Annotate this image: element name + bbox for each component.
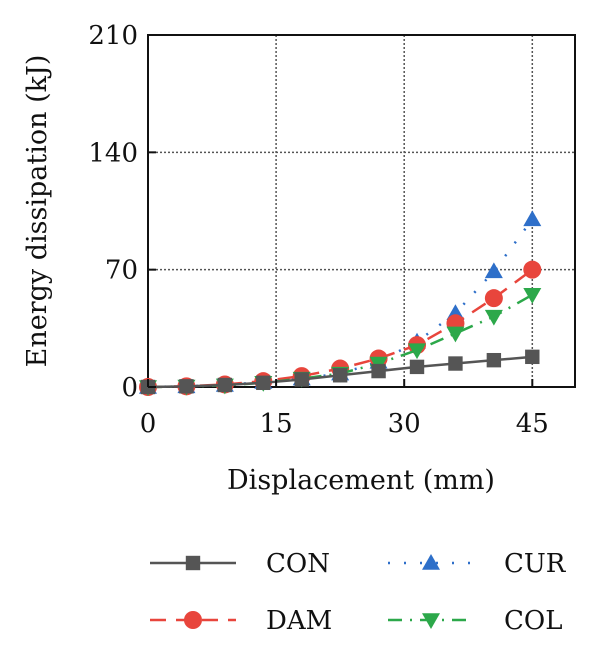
legend-marker-cur bbox=[422, 554, 440, 570]
series-layer bbox=[139, 210, 542, 396]
data-point-con bbox=[217, 377, 233, 393]
y-axis-title: Energy dissipation (kJ) bbox=[22, 55, 53, 368]
axis-ticks: 0 70 140 210 0 15 30 45 bbox=[88, 21, 548, 439]
legend-marker-col bbox=[422, 613, 440, 629]
legend-label-cur: CUR bbox=[504, 549, 567, 579]
legend-label-col: COL bbox=[504, 606, 562, 636]
data-point-con bbox=[525, 349, 540, 365]
data-point-con bbox=[486, 352, 502, 368]
legend-item-cur: CUR bbox=[388, 549, 567, 579]
legend-marker-dam bbox=[184, 611, 202, 629]
x-tick-label: 15 bbox=[260, 409, 293, 439]
data-point-col bbox=[484, 309, 503, 326]
data-point-con bbox=[371, 363, 386, 379]
plot-frame bbox=[147, 34, 576, 388]
legend: CON CUR DAM COL bbox=[150, 549, 567, 636]
data-point-col bbox=[523, 288, 542, 304]
y-tick-label: 0 bbox=[121, 373, 138, 403]
data-point-con bbox=[179, 379, 194, 394]
y-tick-label: 210 bbox=[88, 21, 138, 51]
legend-label-con: CON bbox=[266, 549, 330, 579]
data-point-cur bbox=[484, 262, 503, 279]
gridlines bbox=[148, 35, 575, 387]
data-point-cur bbox=[523, 210, 542, 227]
data-point-con bbox=[294, 372, 309, 387]
y-tick-label: 70 bbox=[105, 256, 138, 286]
x-tick-label: 30 bbox=[388, 409, 421, 439]
x-axis-title: Displacement (mm) bbox=[227, 465, 495, 496]
data-point-con bbox=[448, 356, 463, 371]
x-tick-label: 45 bbox=[516, 409, 549, 439]
legend-item-con: CON bbox=[150, 549, 330, 579]
legend-label-dam: DAM bbox=[266, 606, 332, 636]
data-point-con bbox=[409, 359, 425, 375]
y-tick-label: 140 bbox=[88, 138, 138, 168]
x-tick-label: 0 bbox=[140, 409, 157, 439]
series-con bbox=[140, 349, 540, 395]
data-point-col bbox=[408, 343, 427, 360]
legend-item-col: COL bbox=[388, 606, 562, 636]
data-point-col bbox=[446, 326, 465, 343]
data-point-dam bbox=[484, 289, 503, 308]
data-point-con bbox=[256, 375, 271, 391]
legend-item-dam: DAM bbox=[150, 606, 332, 636]
data-point-con bbox=[332, 368, 348, 383]
legend-marker-con bbox=[185, 555, 201, 571]
data-point-dam bbox=[523, 260, 542, 279]
